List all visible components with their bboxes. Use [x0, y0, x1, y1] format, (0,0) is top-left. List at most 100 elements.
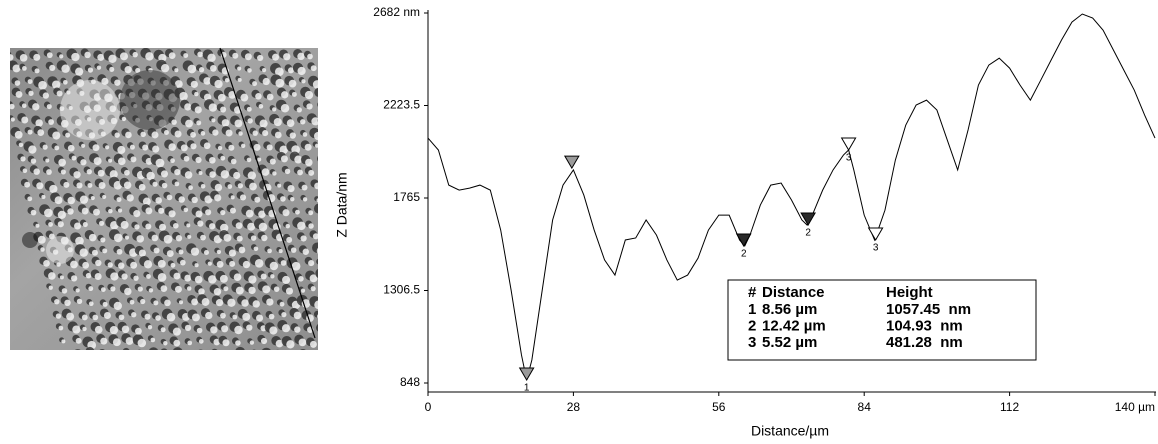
pit-highlight	[242, 312, 251, 321]
pit-highlight	[160, 63, 170, 73]
pit-highlight	[172, 327, 182, 336]
afm-image	[0, 48, 379, 362]
pit-highlight	[310, 286, 316, 292]
pit-highlight	[159, 223, 167, 231]
pit-highlight	[198, 288, 205, 295]
pit-highlight	[273, 286, 280, 292]
pit-highlight	[258, 210, 266, 219]
pit-highlight	[349, 339, 353, 343]
pit-highlight	[268, 313, 275, 320]
pit-highlight	[22, 66, 27, 71]
pit-highlight	[124, 66, 132, 74]
pit-highlight	[146, 274, 151, 279]
pit-highlight	[248, 275, 257, 284]
table-cell: 1057.45 nm	[886, 301, 971, 318]
pit-highlight	[284, 168, 291, 175]
pit-highlight	[194, 91, 199, 97]
pit-highlight	[115, 354, 119, 358]
pit-highlight	[233, 171, 241, 180]
pit-shadow	[351, 259, 360, 268]
pit-highlight	[339, 353, 347, 361]
pit-highlight	[309, 274, 318, 283]
pit-highlight	[70, 275, 78, 282]
pit-highlight	[281, 324, 291, 333]
pit-highlight	[279, 301, 285, 307]
pit-highlight	[312, 233, 318, 240]
pit-highlight	[76, 182, 83, 189]
pit-highlight	[15, 90, 23, 98]
pit-highlight	[114, 79, 121, 86]
pit-highlight	[57, 221, 64, 228]
pit-highlight	[304, 143, 312, 151]
pit-highlight	[208, 275, 217, 284]
pit-highlight	[70, 260, 78, 269]
pit-highlight	[308, 223, 314, 229]
table-cell: 5.52 µm	[762, 334, 817, 351]
pit-highlight	[191, 313, 200, 322]
pit-highlight	[161, 182, 168, 189]
pit-highlight	[137, 286, 143, 292]
pit-highlight	[235, 286, 244, 295]
pit-highlight	[209, 156, 216, 164]
pit-highlight	[96, 65, 102, 70]
pit-highlight	[249, 340, 255, 345]
pit-highlight	[77, 353, 86, 362]
pit-highlight	[130, 261, 138, 269]
pit-highlight	[194, 263, 199, 268]
pit-highlight	[246, 157, 252, 163]
table-header: Distance	[762, 284, 825, 301]
pit-shadow	[319, 337, 328, 346]
pit-shadow	[320, 220, 325, 225]
pit-highlight	[212, 129, 219, 136]
pit-highlight	[286, 119, 295, 127]
pit-highlight	[294, 326, 301, 333]
pit-highlight	[151, 131, 159, 139]
pit-shadow	[334, 284, 345, 295]
pit-highlight	[286, 340, 295, 349]
pit-highlight	[74, 222, 82, 230]
pit-highlight	[322, 222, 326, 226]
pit-highlight	[67, 144, 75, 152]
pit-highlight	[237, 183, 244, 189]
pit-highlight	[119, 52, 129, 61]
pit-highlight	[87, 67, 94, 73]
pit-highlight	[175, 235, 183, 242]
pit-highlight	[32, 103, 40, 111]
pit-highlight	[178, 249, 184, 255]
pit-highlight	[131, 312, 137, 318]
pit-shadow	[0, 62, 3, 72]
pit-shadow	[327, 299, 333, 305]
pit-highlight	[228, 144, 235, 151]
pit-highlight	[266, 93, 274, 101]
x-tick-label: 140 µm	[1115, 400, 1155, 414]
pit-shadow	[63, 351, 69, 357]
pit-highlight	[33, 168, 40, 175]
pit-highlight	[30, 209, 37, 216]
pit-highlight	[297, 52, 305, 61]
pit-highlight	[158, 207, 165, 214]
pit-shadow	[354, 312, 361, 319]
pit-highlight	[366, 300, 370, 304]
y-tick-label: 1765	[393, 190, 420, 204]
pit-highlight	[109, 66, 115, 72]
pit-highlight	[3, 94, 9, 100]
pit-highlight	[324, 172, 328, 176]
pit-highlight	[296, 107, 302, 113]
pit-highlight	[100, 337, 108, 345]
pit-highlight	[261, 234, 268, 242]
pit-highlight	[185, 119, 193, 128]
pit-highlight	[178, 196, 185, 203]
pit-highlight	[155, 158, 165, 168]
pit-highlight	[328, 353, 332, 357]
pit-highlight	[59, 54, 64, 59]
pit-highlight	[255, 314, 264, 322]
pit-highlight	[126, 351, 131, 356]
pit-highlight	[297, 221, 306, 231]
pit-highlight	[157, 259, 166, 268]
pit-highlight	[259, 119, 268, 128]
pit-highlight	[267, 248, 272, 254]
pit-highlight	[280, 196, 286, 202]
pit-highlight	[372, 324, 379, 331]
pit-highlight	[234, 119, 243, 128]
pit-shadow	[363, 351, 371, 359]
